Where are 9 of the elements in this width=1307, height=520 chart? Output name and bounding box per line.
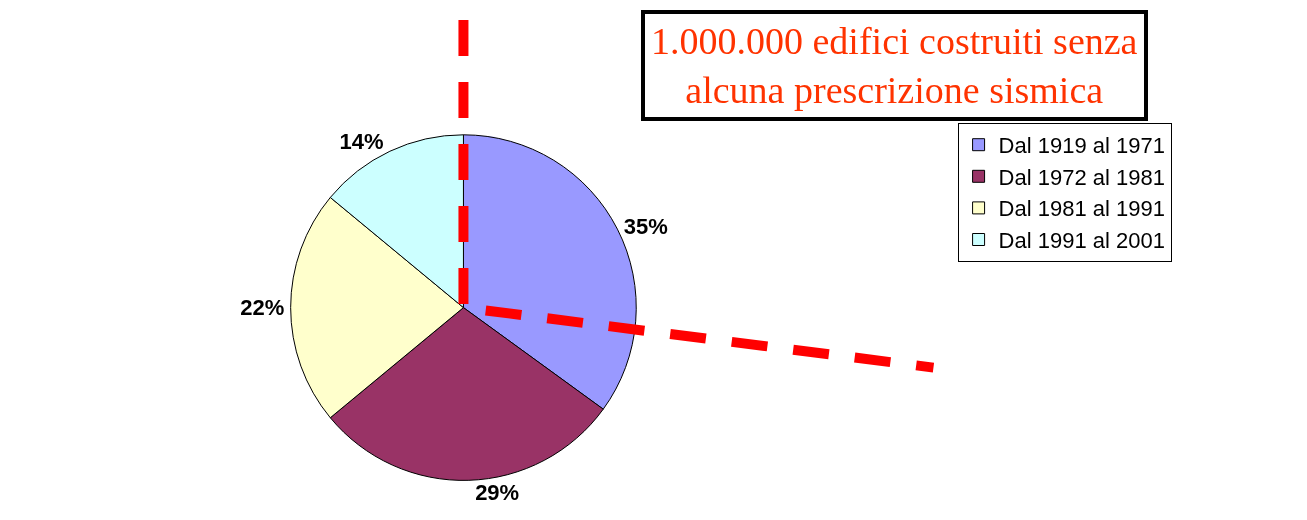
legend-label: Dal 1981 al 1991	[998, 196, 1165, 222]
legend-label: Dal 1919 al 1971	[998, 133, 1165, 159]
legend-label: Dal 1972 al 1981	[998, 164, 1165, 190]
text: 1.000.000 edifici costruiti senza alcuna prescrizione sismica	[651, 20, 1138, 112]
data-label: 35%	[623, 214, 668, 240]
data-label: 14%	[339, 128, 384, 154]
legend-label: Dal 1991 al 2001	[998, 228, 1165, 254]
data-label: 22%	[240, 295, 285, 321]
data-label: 29%	[475, 480, 520, 506]
